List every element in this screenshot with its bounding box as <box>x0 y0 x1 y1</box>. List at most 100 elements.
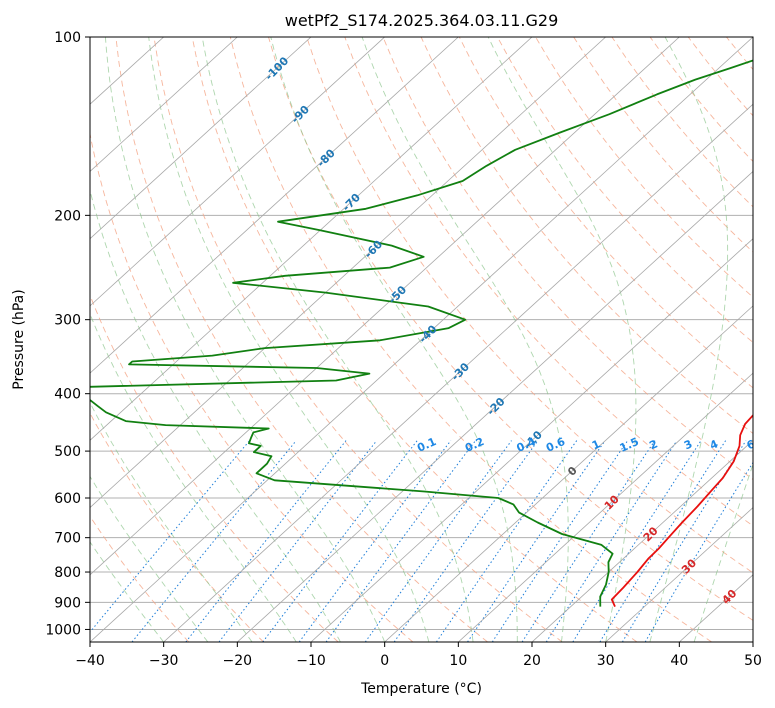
x-tick-label: −10 <box>296 653 326 669</box>
isotherm-line <box>531 439 753 642</box>
x-axis-title: Temperature (°C) <box>360 681 482 697</box>
moist-adiabat-line <box>693 462 753 642</box>
x-tick-label: 20 <box>523 653 541 669</box>
moist-adiabat-line <box>649 37 729 642</box>
dry-adiabat-line <box>535 37 753 298</box>
plot-frame <box>89 36 754 643</box>
mixing-ratio-line <box>262 440 418 642</box>
dry-adiabat-line <box>115 37 488 642</box>
y-tick-label: 600 <box>54 491 81 507</box>
x-tick-label: 30 <box>597 653 615 669</box>
mixing-ratio-line <box>435 440 578 642</box>
dry-adiabat-line <box>268 37 753 621</box>
x-tick-label: 0 <box>380 653 389 669</box>
dewpoint-profile-line <box>90 59 753 607</box>
y-tick-label: 400 <box>54 387 81 403</box>
temperature-profile-line <box>610 413 753 607</box>
isotherm-line <box>384 305 753 642</box>
moist-adiabat-line <box>90 475 209 642</box>
mixing-ratio-line <box>621 440 747 642</box>
y-tick-label: 500 <box>54 444 81 460</box>
dry-adiabat-line <box>90 131 414 642</box>
isotherm-line <box>90 37 238 172</box>
y-tick-label: 700 <box>54 531 81 547</box>
x-tick-label: −20 <box>223 653 253 669</box>
y-tick-label: 800 <box>54 565 81 581</box>
isotherm-line <box>90 37 533 441</box>
moist-adiabat-line <box>90 188 341 642</box>
moist-adiabat-line <box>361 37 569 642</box>
dry-adiabat-line <box>726 37 753 71</box>
mixing-ratio-label: 4 <box>708 437 721 452</box>
moist-adiabat-line <box>90 401 253 642</box>
mixing-ratio-label: 2 <box>647 437 659 452</box>
line-labels: -100-90-80-70-60-50-40-30-20-10010203040… <box>263 54 775 607</box>
mixing-ratio-line <box>572 440 702 642</box>
isotherm-line <box>90 37 606 509</box>
mixing-ratio-label: 3 <box>682 437 694 452</box>
y-axis-title: Pressure (hPa) <box>11 289 27 389</box>
dry-adiabat-line <box>382 37 753 481</box>
y-tick-label: 200 <box>54 208 81 224</box>
isotherm-line <box>90 37 459 374</box>
mixing-ratio-line <box>218 440 378 642</box>
chart-title: wetPf2_S174.2025.364.03.11.G29 <box>285 11 559 31</box>
mixing-ratio-label: 0.1 <box>415 435 438 455</box>
mixing-ratio-line <box>599 440 727 642</box>
mixing-ratio-label: 6 <box>745 437 758 452</box>
x-tick-label: −30 <box>149 653 179 669</box>
y-axis: 1000 900 800 700 600 500 400 300 200 100 <box>45 30 90 638</box>
y-tick-label: 100 <box>54 30 81 46</box>
dry-adiabat-line <box>153 37 563 642</box>
mixing-ratio-line <box>185 440 347 642</box>
dry-adiabat-line <box>90 515 190 642</box>
grid-lines <box>90 37 753 630</box>
moist-adiabat-line <box>90 541 165 642</box>
moist-adiabat-line <box>487 37 637 642</box>
mixing-ratio-label: 0.6 <box>544 435 567 455</box>
isotherm-line <box>90 37 385 307</box>
mixing-ratio-line <box>364 440 512 642</box>
dry-adiabat-line <box>649 37 753 163</box>
mixing-ratio-lines <box>90 440 753 642</box>
y-tick-label: 300 <box>54 313 81 329</box>
mixing-ratio-line <box>90 440 250 633</box>
mixing-ratio-line <box>491 440 629 642</box>
isotherm-line <box>90 37 753 642</box>
mixing-ratio-line <box>131 440 297 642</box>
moist-adiabat-line <box>104 37 386 642</box>
x-tick-label: 50 <box>744 653 762 669</box>
x-tick-label: 10 <box>449 653 467 669</box>
isotherms <box>90 37 753 642</box>
dry-adiabat-line <box>344 37 753 527</box>
moist-adiabat-line <box>270 37 518 642</box>
dry-adiabat-line <box>420 37 753 435</box>
mixing-ratio-line <box>545 440 678 642</box>
x-axis: −40 −30 −20 −10 0 10 20 30 40 50 <box>75 642 762 669</box>
mixing-ratio-label: 8 <box>770 437 775 452</box>
dry-adiabat-line <box>765 37 775 642</box>
mixing-ratio-line <box>644 461 753 642</box>
x-tick-label: 40 <box>670 653 688 669</box>
isotherm-line <box>163 103 753 642</box>
isotherm-line <box>310 238 753 642</box>
dry-adiabat-line <box>191 37 638 642</box>
dry-adiabat-line <box>611 37 753 208</box>
mixing-ratio-line <box>521 440 656 642</box>
isotherm-line <box>90 37 680 576</box>
y-tick-label: 900 <box>54 595 81 611</box>
isotherm-line <box>90 37 312 240</box>
mixing-ratio-line <box>325 440 476 642</box>
isotherm-line <box>752 641 753 642</box>
x-tick-label: −40 <box>75 653 105 669</box>
dry-adiabat-line <box>497 37 753 344</box>
mixing-ratio-label: 1.5 <box>618 435 641 455</box>
mixing-ratio-line <box>467 440 606 642</box>
y-tick-label: 1000 <box>45 622 81 638</box>
dry-adiabat-line <box>687 37 753 117</box>
plot-area: -100-90-80-70-60-50-40-30-20-10010203040… <box>90 37 775 642</box>
dry-adiabat-line <box>229 37 712 642</box>
dry-adiabat-line <box>90 412 264 642</box>
mixing-ratio-label: 0.2 <box>463 435 486 455</box>
